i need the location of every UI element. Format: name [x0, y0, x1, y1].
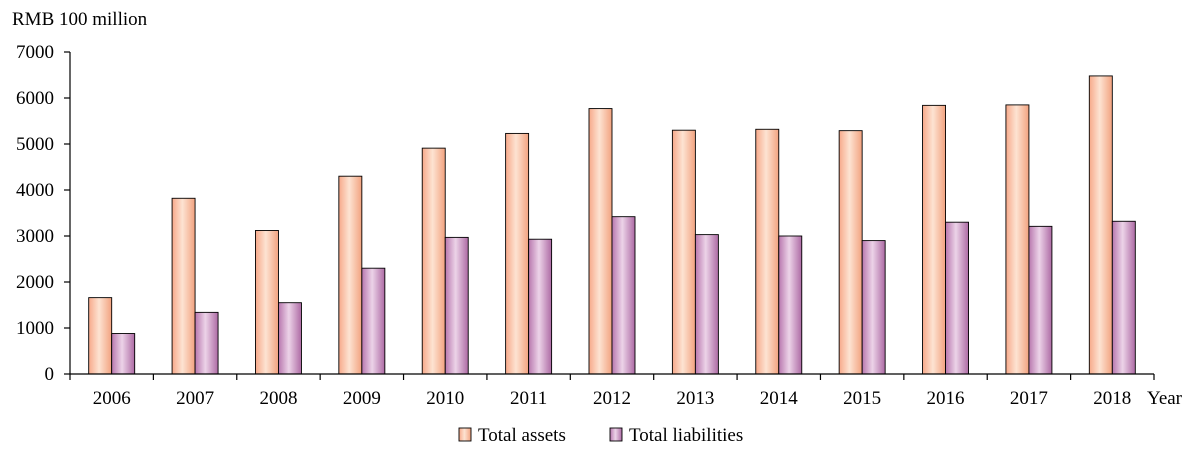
legend-swatch [609, 427, 623, 442]
y-tick-label: 7000 [16, 42, 54, 63]
bars [88, 75, 1136, 375]
x-tick-label: 2007 [176, 388, 214, 409]
bar-total-assets [421, 147, 446, 375]
legend-swatch [458, 427, 472, 442]
y-tick-label: 6000 [16, 88, 54, 109]
bar-total-liabilities [611, 216, 636, 375]
x-tick-label: 2009 [343, 388, 381, 409]
bar-total-liabilities [861, 240, 886, 375]
y-tick-label: 1000 [16, 318, 54, 339]
y-tick-label: 4000 [16, 180, 54, 201]
bar-total-liabilities [361, 267, 386, 375]
bar-total-liabilities [528, 238, 553, 375]
bar-total-liabilities [945, 221, 969, 375]
x-axis: 2006 2007 2008 2009 2010 2011 2012 2013 2014 2015… [69, 374, 1155, 409]
y-tick-label: 0 [45, 364, 55, 385]
x-tick-label: 2014 [760, 388, 799, 409]
bar-total-assets [505, 132, 530, 375]
legend-label: Total liabilities [629, 425, 743, 446]
bar-total-liabilities [278, 302, 302, 375]
bar-total-liabilities [778, 235, 803, 375]
x-tick-label: 2017 [1010, 388, 1048, 409]
bar-total-liabilities [1028, 225, 1053, 375]
bar-total-assets [171, 197, 196, 375]
bar-total-assets [1005, 104, 1030, 375]
y-axis-label: RMB 100 million [12, 9, 148, 30]
bar-total-assets [88, 297, 113, 375]
x-tick-label: 2013 [676, 388, 714, 409]
bar-total-liabilities [694, 234, 719, 375]
x-tick-label: 2015 [843, 388, 881, 409]
y-tick-label: 3000 [16, 226, 54, 247]
x-tick-label: 2010 [426, 388, 464, 409]
bar-total-assets [755, 128, 780, 375]
y-tick-label: 5000 [16, 134, 54, 155]
bar-total-assets [838, 130, 863, 375]
y-tick-label: 2000 [16, 272, 54, 293]
y-axis: 0 1000 2000 3000 4000 5000 6000 7000 [16, 42, 70, 385]
bar-total-liabilities [1111, 220, 1136, 375]
x-tick-label: 2006 [93, 388, 131, 409]
bar-total-assets [255, 230, 279, 375]
legend: Total assets Total liabilities [458, 425, 743, 446]
x-tick-label: 2018 [1093, 388, 1131, 409]
bar-total-assets [1088, 75, 1113, 375]
bar-total-liabilities [111, 333, 136, 375]
x-tick-label: 2016 [927, 388, 965, 409]
x-tick-label: 2012 [593, 388, 631, 409]
x-tick-label: 2008 [259, 388, 297, 409]
x-axis-label: Year [1147, 388, 1183, 409]
bar-total-liabilities [444, 236, 469, 375]
bar-total-assets [338, 175, 363, 375]
bar-total-assets [671, 129, 696, 375]
x-tick-label: 2011 [510, 388, 547, 409]
bar-total-assets [922, 104, 946, 375]
legend-label: Total assets [478, 425, 566, 446]
bar-total-liabilities [194, 311, 219, 375]
bar-total-assets [588, 108, 613, 375]
